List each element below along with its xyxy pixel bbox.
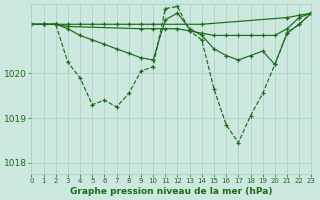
X-axis label: Graphe pression niveau de la mer (hPa): Graphe pression niveau de la mer (hPa) xyxy=(70,187,273,196)
